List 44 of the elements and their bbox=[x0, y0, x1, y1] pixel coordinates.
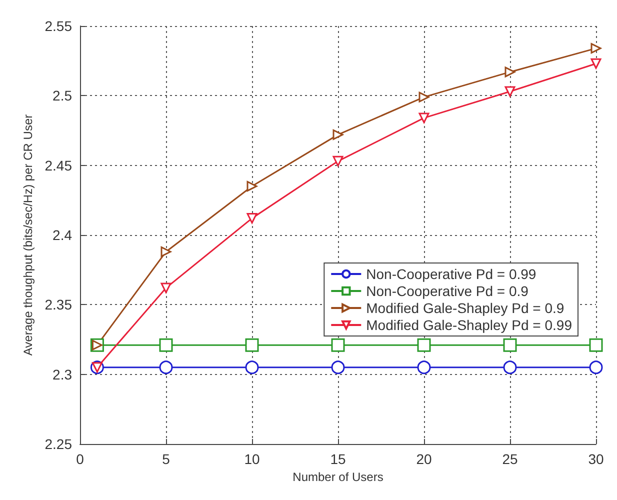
legend-label: Modified Gale-Shapley Pd = 0.9 bbox=[366, 300, 564, 316]
point bbox=[332, 129, 344, 140]
x-tick-label: 10 bbox=[244, 451, 260, 467]
point bbox=[246, 213, 258, 224]
y-tick-label: 2.25 bbox=[44, 436, 72, 452]
y-tick-label: 2.5 bbox=[52, 88, 72, 104]
point bbox=[160, 246, 172, 257]
point bbox=[590, 58, 602, 69]
x-axis-title: Number of Users bbox=[292, 470, 384, 484]
point bbox=[160, 282, 172, 294]
point bbox=[417, 360, 431, 374]
y-tick-label: 2.35 bbox=[44, 296, 72, 313]
point bbox=[503, 338, 517, 352]
legend-label: Non-Cooperative Pd = 0.9 bbox=[366, 283, 529, 299]
x-tick-label: 0 bbox=[76, 451, 84, 467]
point bbox=[332, 156, 344, 166]
y-tick-label: 2.55 bbox=[44, 18, 72, 34]
point bbox=[331, 338, 345, 352]
point bbox=[159, 338, 173, 352]
point bbox=[159, 360, 173, 374]
point bbox=[590, 43, 602, 54]
y-tick-label: 2.3 bbox=[52, 366, 72, 382]
point bbox=[589, 360, 603, 374]
point bbox=[589, 338, 603, 352]
y-tick-label: 2.45 bbox=[44, 157, 72, 174]
point bbox=[504, 86, 516, 97]
y-tick-label: 2.4 bbox=[52, 227, 72, 243]
point bbox=[504, 66, 516, 78]
x-tick-label: 25 bbox=[502, 451, 518, 467]
x-tick-label: 15 bbox=[330, 451, 346, 467]
point bbox=[331, 360, 345, 374]
point bbox=[417, 338, 431, 352]
point bbox=[245, 360, 259, 374]
legend-label: Non-Cooperative Pd = 0.99 bbox=[366, 266, 536, 282]
y-axis-title: Average thoughput (bits/sec/Hz) per CR User bbox=[20, 114, 35, 356]
point bbox=[245, 338, 259, 352]
x-tick-label: 30 bbox=[588, 451, 604, 467]
point bbox=[418, 92, 430, 102]
point bbox=[246, 180, 258, 192]
point bbox=[503, 360, 517, 374]
x-tick-label: 20 bbox=[416, 451, 432, 467]
legend-label: Modified Gale-Shapley Pd = 0.99 bbox=[366, 317, 572, 333]
x-tick-label: 5 bbox=[162, 451, 170, 467]
point bbox=[418, 112, 430, 124]
